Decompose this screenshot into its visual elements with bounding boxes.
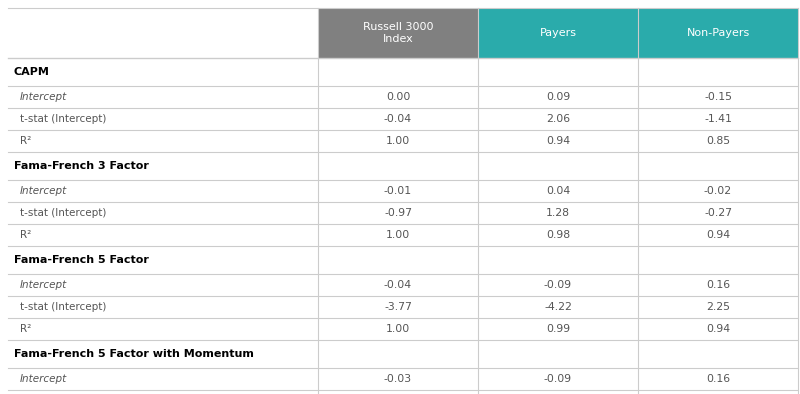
Text: Fama-French 5 Factor with Momentum: Fama-French 5 Factor with Momentum xyxy=(14,349,254,359)
Text: CAPM: CAPM xyxy=(14,67,50,77)
Text: -0.02: -0.02 xyxy=(704,186,732,196)
Text: 0.00: 0.00 xyxy=(386,92,410,102)
Text: -0.04: -0.04 xyxy=(384,280,412,290)
Text: -0.01: -0.01 xyxy=(384,186,412,196)
Text: 0.94: 0.94 xyxy=(706,230,730,240)
Text: -0.09: -0.09 xyxy=(544,374,572,384)
Text: Intercept: Intercept xyxy=(20,186,67,196)
Text: -0.15: -0.15 xyxy=(704,92,732,102)
Text: 0.04: 0.04 xyxy=(546,186,570,196)
Text: Intercept: Intercept xyxy=(20,374,67,384)
Text: -0.09: -0.09 xyxy=(544,280,572,290)
Text: 2.06: 2.06 xyxy=(546,114,570,124)
Text: -0.27: -0.27 xyxy=(704,208,732,218)
Text: 1.28: 1.28 xyxy=(546,208,570,218)
Text: t-stat (Intercept): t-stat (Intercept) xyxy=(20,302,106,312)
Text: Intercept: Intercept xyxy=(20,280,67,290)
Text: 2.25: 2.25 xyxy=(706,302,730,312)
Text: 0.16: 0.16 xyxy=(706,374,730,384)
Text: 1.00: 1.00 xyxy=(386,324,410,334)
Text: t-stat (Intercept): t-stat (Intercept) xyxy=(20,114,106,124)
Text: -3.77: -3.77 xyxy=(384,302,412,312)
Text: 0.85: 0.85 xyxy=(706,136,730,146)
Text: Intercept: Intercept xyxy=(20,92,67,102)
Text: 0.16: 0.16 xyxy=(706,280,730,290)
Text: R²: R² xyxy=(20,136,31,146)
Text: 0.99: 0.99 xyxy=(546,324,570,334)
Text: Non-Payers: Non-Payers xyxy=(686,28,750,38)
Text: 1.00: 1.00 xyxy=(386,136,410,146)
Text: Fama-French 3 Factor: Fama-French 3 Factor xyxy=(14,161,149,171)
Text: 0.94: 0.94 xyxy=(706,324,730,334)
Text: -1.41: -1.41 xyxy=(704,114,732,124)
Text: -4.22: -4.22 xyxy=(544,302,572,312)
Text: -0.04: -0.04 xyxy=(384,114,412,124)
Text: Payers: Payers xyxy=(539,28,577,38)
Text: Russell 3000
Index: Russell 3000 Index xyxy=(362,22,434,44)
Bar xyxy=(478,8,638,58)
Text: -0.03: -0.03 xyxy=(384,374,412,384)
Bar xyxy=(318,8,478,58)
Text: t-stat (Intercept): t-stat (Intercept) xyxy=(20,208,106,218)
Bar xyxy=(638,8,798,58)
Text: R²: R² xyxy=(20,324,31,334)
Text: 0.94: 0.94 xyxy=(546,136,570,146)
Text: -0.97: -0.97 xyxy=(384,208,412,218)
Text: 1.00: 1.00 xyxy=(386,230,410,240)
Text: 0.98: 0.98 xyxy=(546,230,570,240)
Text: 0.09: 0.09 xyxy=(546,92,570,102)
Text: Fama-French 5 Factor: Fama-French 5 Factor xyxy=(14,255,149,265)
Text: R²: R² xyxy=(20,230,31,240)
